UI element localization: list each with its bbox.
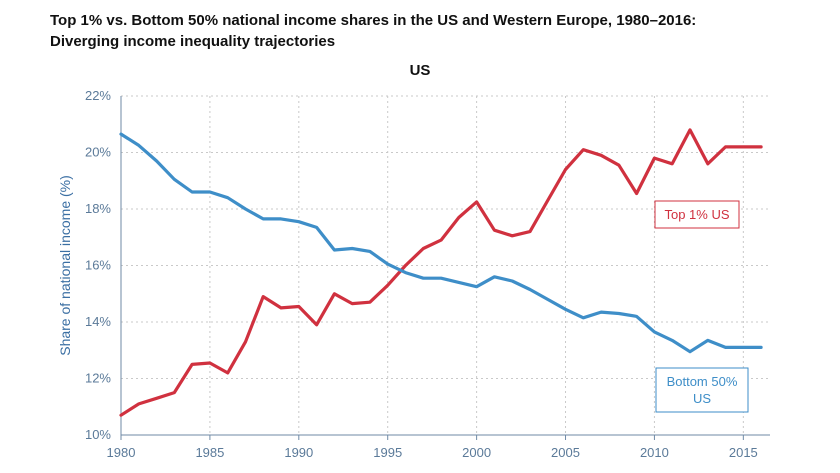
- y-tick-label-18: 18%: [85, 201, 111, 216]
- x-tick-label-1995: 1995: [373, 445, 402, 460]
- chart-title: Top 1% vs. Bottom 50% national income sh…: [50, 10, 696, 52]
- y-tick-label-14: 14%: [85, 314, 111, 329]
- x-tick-label-2005: 2005: [551, 445, 580, 460]
- series-label-1-line-0: Bottom 50%: [667, 374, 738, 389]
- x-tick-label-1990: 1990: [284, 445, 313, 460]
- y-axis-label: Share of national income (%): [57, 175, 73, 356]
- y-tick-label-10: 10%: [85, 427, 111, 442]
- chart-subtitle: US: [409, 62, 431, 79]
- x-tick-label-1985: 1985: [195, 445, 224, 460]
- x-tick-label-2015: 2015: [729, 445, 758, 460]
- series-label-0-line-0: Top 1% US: [664, 207, 729, 222]
- y-tick-label-22: 22%: [85, 88, 111, 103]
- series-line-bottom-50-us: [119, 132, 763, 354]
- series-label-1-line-1: US: [693, 391, 711, 406]
- series-line-top-1-us: [119, 128, 763, 417]
- y-tick-label-20: 20%: [85, 145, 111, 160]
- chart-title-line-2: Diverging income inequality trajectories: [50, 33, 336, 50]
- x-tick-label-2000: 2000: [462, 445, 491, 460]
- chart-title-line-1: Top 1% vs. Bottom 50% national income sh…: [50, 12, 697, 29]
- y-tick-label-12: 12%: [85, 371, 111, 386]
- series-label-box-0: [654, 200, 740, 229]
- y-tick-label-16: 16%: [85, 258, 111, 273]
- series-label-box-1: [655, 367, 749, 413]
- x-tick-label-1980: 1980: [107, 445, 136, 460]
- x-tick-label-2010: 2010: [640, 445, 669, 460]
